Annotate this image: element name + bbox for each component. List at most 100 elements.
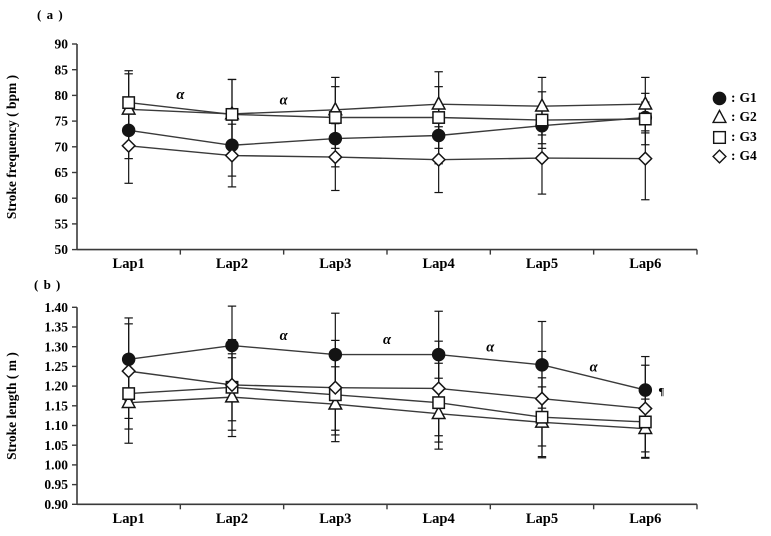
marker-diamond-open: [534, 391, 550, 407]
marker-diamond-open: [637, 151, 653, 166]
x-category-label: Lap4: [423, 256, 455, 272]
legend-separator: :: [731, 89, 736, 105]
series-line-G2: [128, 396, 646, 430]
marker-square-open: [638, 415, 652, 429]
diamond-open-legend-icon: [712, 149, 727, 165]
marker-triangle-open: [534, 97, 550, 112]
marker-square-open: [638, 112, 652, 126]
legend-item-label: G2: [739, 109, 757, 125]
significance-alpha-annotation: α: [590, 359, 599, 375]
y-tick-label: 1.15: [44, 398, 68, 413]
y-tick-label: 80: [55, 88, 69, 103]
marker-circle-filled: [121, 123, 136, 138]
marker-square-open: [535, 113, 549, 127]
y-tick-label: 1.20: [44, 379, 68, 394]
marker-triangle-open: [431, 95, 447, 110]
panel-b-chart: 0.90 0.95 1.00 1.05 1.10 1.15 1.20 1.25 1.30 1.35…: [44, 300, 698, 527]
y-tick-label: 85: [55, 62, 69, 77]
marker-circle-filled: [225, 338, 239, 353]
marker-square-open: [432, 111, 446, 124]
y-tick-label: 0.95: [44, 477, 68, 492]
significance-alpha-annotation: α: [280, 328, 289, 344]
y-tick-label: 0.90: [44, 497, 68, 512]
x-category-label: Lap1: [113, 511, 145, 527]
series-line-G3: [128, 386, 646, 423]
triangle-open-legend-icon: [711, 109, 728, 124]
y-tick-label: 1.10: [44, 418, 68, 433]
panel-a-chart: 50 55 60 65 70 75 80 85 90 Lap1 Lap2 Lap3 Lap4 Lap5 La…: [55, 37, 698, 272]
legend-item-label: G3: [739, 128, 757, 144]
marker-square-open: [328, 111, 342, 124]
x-category-label: Lap5: [526, 511, 558, 527]
legend-item-label: G1: [739, 89, 757, 105]
marker-diamond-open: [224, 148, 240, 163]
significance-alpha-annotation: α: [383, 332, 392, 348]
marker-circle-filled: [431, 347, 446, 362]
marker-circle-filled: [638, 383, 653, 397]
y-tick-label: 65: [55, 165, 69, 180]
panel-a-label: ( a ): [37, 7, 64, 22]
y-tick-label: 50: [55, 242, 69, 257]
marker-diamond-open: [121, 138, 137, 154]
x-category-label: Lap6: [629, 256, 661, 272]
legend-item-g2: : G2: [711, 108, 757, 128]
series-line-G1: [128, 344, 646, 391]
legend-item-g3: : G3: [711, 127, 757, 147]
x-category-label: Lap5: [526, 256, 558, 272]
x-category-label: Lap3: [319, 511, 351, 527]
marker-circle-filled: [431, 128, 446, 143]
marker-square-open: [432, 396, 446, 410]
y-tick-label: 55: [55, 217, 69, 232]
legend-item-label: G4: [739, 148, 757, 164]
marker-triangle-open: [637, 95, 653, 110]
marker-square-open: [535, 410, 549, 424]
y-tick-label: 1.30: [44, 339, 68, 354]
marker-diamond-open: [431, 381, 447, 396]
marker-diamond-open: [327, 149, 343, 165]
x-category-label: Lap4: [423, 511, 455, 527]
series-line-G4: [128, 145, 646, 161]
series-line-G4: [128, 370, 646, 410]
significance-alpha-annotation: α: [280, 93, 289, 109]
legend-separator: :: [731, 128, 736, 144]
marker-diamond-open: [224, 377, 240, 393]
significance-pilcrow-annotation: ¶: [658, 386, 664, 398]
series-line-G2: [128, 103, 646, 115]
series-line-G1: [128, 116, 646, 146]
series-line-G3: [128, 101, 646, 121]
marker-diamond-open: [327, 380, 343, 396]
marker-circle-filled: [328, 131, 343, 146]
y-tick-label: 75: [55, 114, 69, 129]
y-tick-label: 1.25: [44, 359, 68, 374]
legend: : G1: G2: G3: G4: [711, 88, 757, 166]
significance-alpha-annotation: α: [486, 340, 495, 356]
marker-square-open: [122, 387, 136, 401]
marker-circle-filled: [712, 91, 727, 106]
marker-triangle-open: [224, 388, 240, 403]
x-category-label: Lap1: [113, 256, 145, 272]
marker-diamond-open: [121, 363, 137, 379]
panel-b-label: ( b ): [34, 277, 62, 292]
marker-triangle-open: [327, 395, 343, 410]
x-category-label: Lap2: [216, 256, 248, 272]
x-category-label: Lap6: [629, 511, 661, 527]
marker-circle-filled: [535, 358, 549, 372]
marker-square-open: [712, 130, 727, 144]
circle-filled-legend-icon: [712, 91, 727, 106]
y-tick-label: 70: [55, 139, 69, 154]
marker-diamond-open: [637, 401, 653, 416]
marker-triangle-open: [711, 109, 728, 124]
legend-item-g4: : G4: [711, 147, 757, 167]
legend-item-g1: : G1: [711, 88, 757, 108]
legend-separator: :: [731, 148, 736, 164]
x-category-label: Lap2: [216, 511, 248, 527]
marker-square-open: [225, 107, 239, 121]
marker-diamond-open: [534, 150, 550, 166]
legend-separator: :: [731, 109, 736, 125]
marker-diamond-open: [712, 149, 727, 165]
y-tick-label: 60: [55, 191, 69, 206]
marker-square-open: [122, 96, 136, 110]
x-category-label: Lap3: [319, 256, 351, 272]
y-tick-label: 90: [55, 37, 69, 52]
marker-circle-filled: [121, 352, 136, 367]
